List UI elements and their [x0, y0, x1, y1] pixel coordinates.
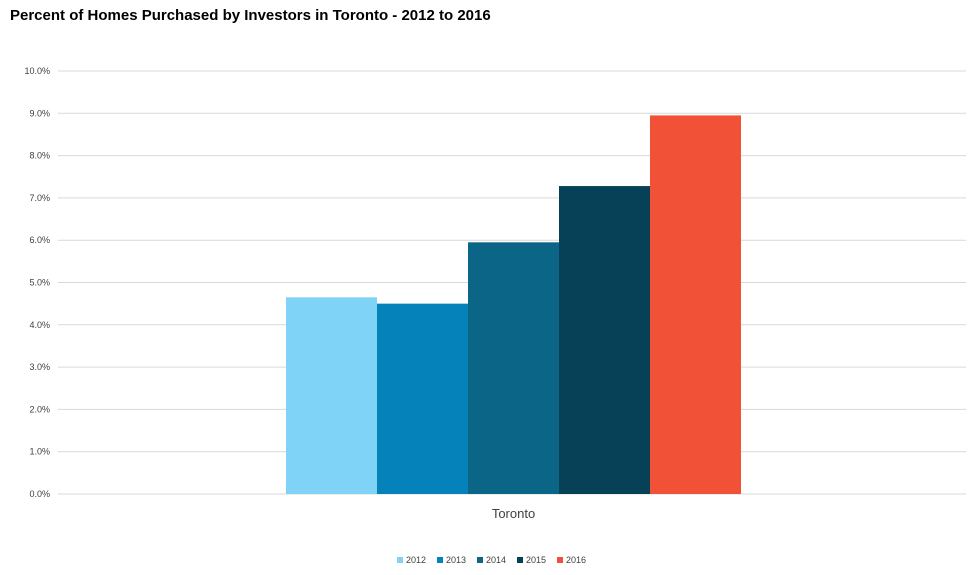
y-tick-label: 6.0%	[29, 235, 50, 245]
x-axis-category-labels: Toronto	[492, 506, 535, 521]
legend-swatch	[517, 557, 523, 563]
legend-label: 2012	[406, 555, 426, 565]
y-tick-label: 3.0%	[29, 362, 50, 372]
legend-item-2012[interactable]: 2012	[397, 555, 426, 565]
y-tick-label: 1.0%	[29, 447, 50, 457]
y-axis-tick-labels: 0.0% 1.0% 2.0% 3.0% 4.0% 5.0% 6.0% 7.0% 8.0% 9.0%…	[24, 66, 50, 499]
bar-2016	[650, 115, 741, 494]
legend-item-2014[interactable]: 2014	[477, 555, 506, 565]
legend-label: 2014	[486, 555, 506, 565]
legend-swatch	[557, 557, 563, 563]
y-tick-label: 8.0%	[29, 151, 50, 161]
y-tick-label: 9.0%	[29, 108, 50, 118]
y-tick-label: 5.0%	[29, 278, 50, 288]
legend-swatch	[477, 557, 483, 563]
legend-item-2013[interactable]: 2013	[437, 555, 466, 565]
y-tick-label: 4.0%	[29, 320, 50, 330]
y-tick-label: 7.0%	[29, 193, 50, 203]
legend-swatch	[437, 557, 443, 563]
bars	[286, 115, 741, 494]
chart-title: Percent of Homes Purchased by Investors …	[10, 7, 491, 24]
bar-2012	[286, 297, 377, 494]
legend[interactable]: 2012 2013 2014 2015 2016	[397, 555, 586, 565]
bar-2014	[468, 242, 559, 494]
bar-2013	[377, 303, 468, 494]
legend-item-2016[interactable]: 2016	[557, 555, 586, 565]
legend-swatch	[397, 557, 403, 563]
y-tick-label: 0.0%	[29, 489, 50, 499]
legend-label: 2015	[526, 555, 546, 565]
x-category-label: Toronto	[492, 506, 535, 521]
legend-item-2015[interactable]: 2015	[517, 555, 546, 565]
bar-2015	[559, 186, 650, 494]
y-tick-label: 2.0%	[29, 404, 50, 414]
legend-label: 2013	[446, 555, 466, 565]
y-tick-label: 10.0%	[24, 66, 50, 76]
legend-label: 2016	[566, 555, 586, 565]
